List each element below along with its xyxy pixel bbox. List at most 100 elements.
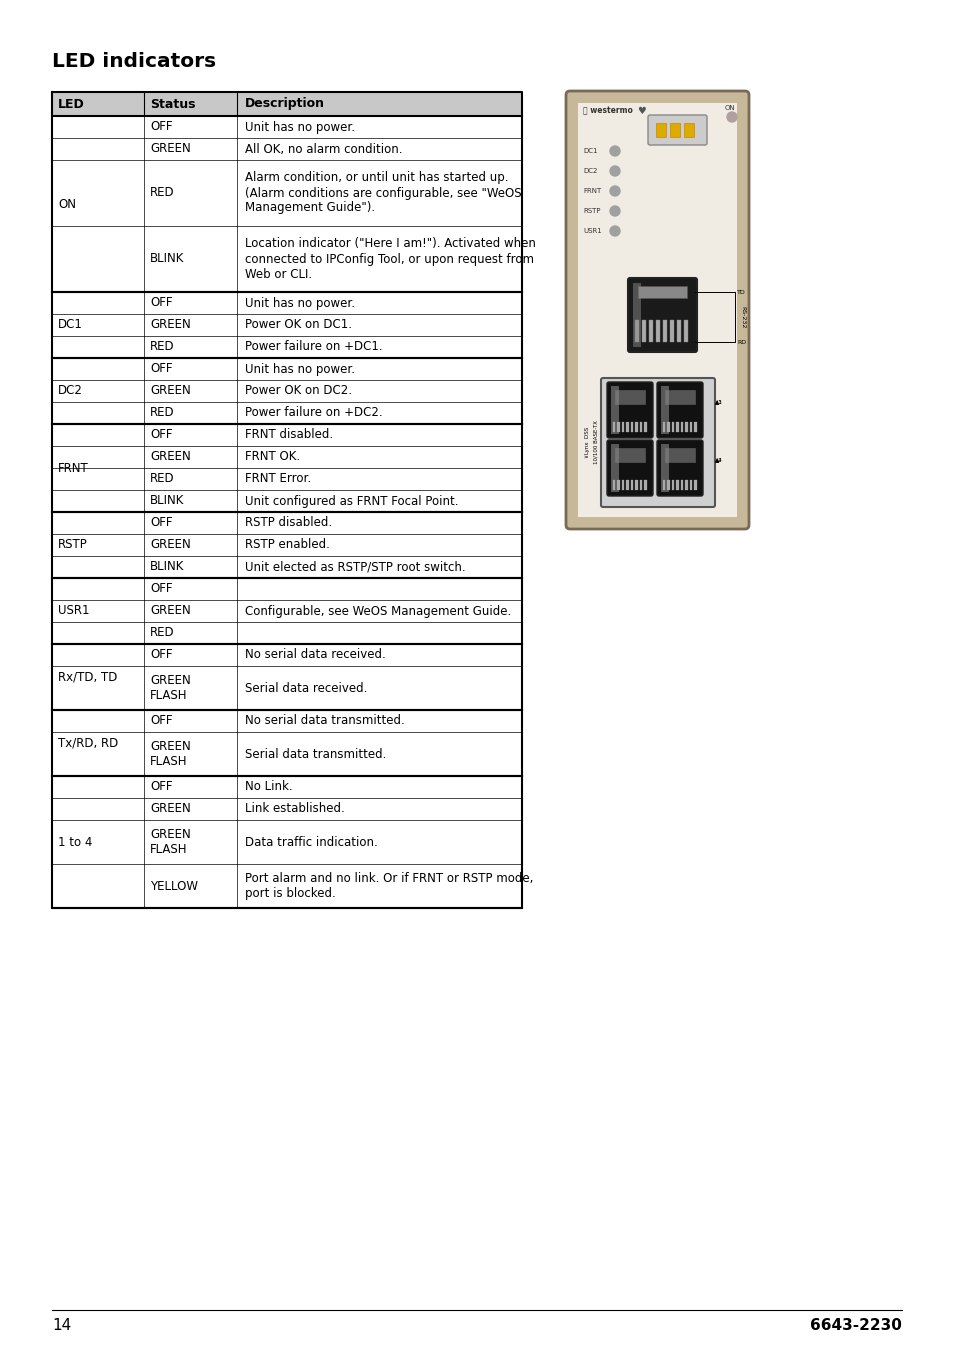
Text: ▲1: ▲1 [714, 399, 722, 405]
Bar [667, 422, 669, 432]
Text: DC2: DC2 [58, 385, 83, 398]
Bar [615, 390, 644, 403]
Circle shape [726, 112, 737, 122]
Text: Power failure on +DC2.: Power failure on +DC2. [245, 406, 382, 420]
Text: RED: RED [150, 406, 174, 420]
Bar [621, 481, 624, 490]
Bar [610, 444, 618, 492]
Text: FRNT: FRNT [582, 188, 600, 194]
Text: Power failure on +DC1.: Power failure on +DC1. [245, 340, 382, 353]
FancyBboxPatch shape [627, 278, 697, 352]
Bar [644, 481, 646, 490]
Text: Unit has no power.: Unit has no power. [245, 297, 355, 310]
Bar [635, 422, 638, 432]
Bar [683, 320, 687, 343]
Text: Unit has no power.: Unit has no power. [245, 363, 355, 375]
Text: All OK, no alarm condition.: All OK, no alarm condition. [245, 142, 402, 156]
Text: OFF: OFF [150, 121, 172, 134]
Text: RSTP disabled.: RSTP disabled. [245, 516, 332, 529]
Text: ▲4: ▲4 [714, 458, 722, 463]
Bar [656, 320, 659, 343]
Text: RD: RD [737, 340, 745, 344]
Text: GREEN
FLASH: GREEN FLASH [150, 829, 191, 856]
Bar [626, 422, 628, 432]
Text: DC1: DC1 [58, 318, 83, 332]
Text: 14: 14 [52, 1319, 71, 1334]
Text: No serial data received.: No serial data received. [245, 649, 385, 662]
Bar [676, 481, 679, 490]
Text: RED: RED [150, 627, 174, 639]
Bar [52, 424, 144, 512]
Bar [662, 320, 666, 343]
Bar [52, 645, 144, 709]
Text: GREEN: GREEN [150, 539, 191, 551]
Text: Power OK on DC2.: Power OK on DC2. [245, 385, 352, 398]
Bar [669, 123, 679, 137]
Bar [656, 123, 665, 137]
Bar [635, 481, 638, 490]
Bar [52, 512, 144, 578]
Bar [662, 422, 665, 432]
Text: RS-232: RS-232 [740, 306, 744, 328]
Bar [610, 386, 618, 435]
Text: RED: RED [150, 473, 174, 486]
Text: GREEN
FLASH: GREEN FLASH [150, 741, 191, 768]
Text: BLINK: BLINK [150, 494, 184, 508]
Text: Link established.: Link established. [245, 803, 344, 815]
FancyBboxPatch shape [606, 382, 652, 437]
Text: RED: RED [150, 340, 174, 353]
Bar [635, 320, 639, 343]
Text: 6643-2230: 6643-2230 [809, 1319, 901, 1334]
Text: Power OK on DC1.: Power OK on DC1. [245, 318, 352, 332]
Bar [626, 481, 628, 490]
Circle shape [609, 146, 619, 156]
Bar [677, 320, 680, 343]
Text: 1 to 4: 1 to 4 [58, 835, 92, 849]
Bar [685, 422, 687, 432]
Bar [52, 578, 144, 645]
Bar [689, 481, 692, 490]
Circle shape [609, 206, 619, 217]
Text: GREEN: GREEN [150, 803, 191, 815]
Text: Configurable, see WeOS Management Guide.: Configurable, see WeOS Management Guide. [245, 604, 511, 617]
Text: OFF: OFF [150, 715, 172, 727]
Bar [689, 422, 692, 432]
Bar [52, 357, 144, 424]
Bar [52, 116, 144, 292]
Bar [578, 103, 737, 517]
Text: RSTP: RSTP [582, 209, 599, 214]
Text: DC2: DC2 [582, 168, 597, 175]
Bar [630, 422, 633, 432]
Bar [613, 481, 615, 490]
Text: USR1: USR1 [58, 604, 90, 617]
Bar [639, 422, 641, 432]
Text: FRNT: FRNT [58, 462, 89, 474]
FancyBboxPatch shape [657, 440, 702, 496]
Text: GREEN: GREEN [150, 142, 191, 156]
Bar [639, 481, 641, 490]
Text: OFF: OFF [150, 516, 172, 529]
Text: Rx/TD, TD: Rx/TD, TD [58, 670, 117, 684]
Bar [685, 481, 687, 490]
Text: 10/100 BASE-TX: 10/100 BASE-TX [593, 421, 598, 464]
Text: Status: Status [150, 97, 195, 111]
Text: USR1: USR1 [582, 227, 601, 234]
Text: FRNT OK.: FRNT OK. [245, 451, 300, 463]
Text: Unit has no power.: Unit has no power. [245, 121, 355, 134]
Bar [694, 422, 697, 432]
Bar [680, 481, 682, 490]
Bar [633, 283, 640, 347]
Text: ▲3: ▲3 [714, 399, 722, 405]
Text: OFF: OFF [150, 297, 172, 310]
Bar [676, 422, 679, 432]
Text: ON: ON [723, 106, 734, 111]
Text: Serial data transmitted.: Serial data transmitted. [245, 747, 386, 761]
Text: Serial data received.: Serial data received. [245, 681, 367, 695]
Bar [52, 709, 144, 776]
Text: RSTP enabled.: RSTP enabled. [245, 539, 330, 551]
Bar [617, 481, 619, 490]
Text: FRNT Error.: FRNT Error. [245, 473, 311, 486]
Text: No Link.: No Link. [245, 780, 293, 793]
Circle shape [609, 226, 619, 236]
Text: ♥: ♥ [637, 106, 646, 116]
